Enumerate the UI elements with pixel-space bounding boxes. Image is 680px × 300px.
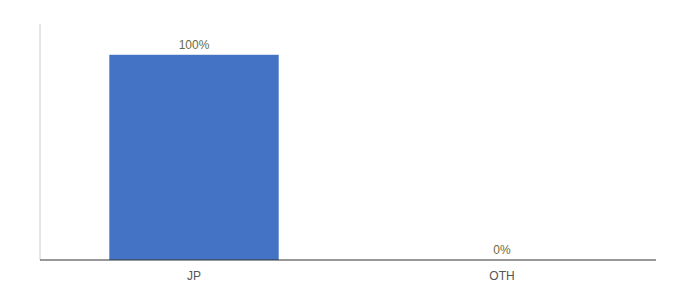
data-label: 100% [179,38,210,52]
data-label: 0% [493,243,511,257]
chart-container: 100% 0% JP OTH [0,0,680,300]
chart: 100% 0% JP OTH [0,0,680,300]
bars [109,55,278,260]
y-axis-line [40,24,41,260]
bar [109,55,278,260]
x-tick-label: JP [187,269,201,283]
x-axis-line [40,259,656,260]
x-tick-label: OTH [489,269,514,283]
